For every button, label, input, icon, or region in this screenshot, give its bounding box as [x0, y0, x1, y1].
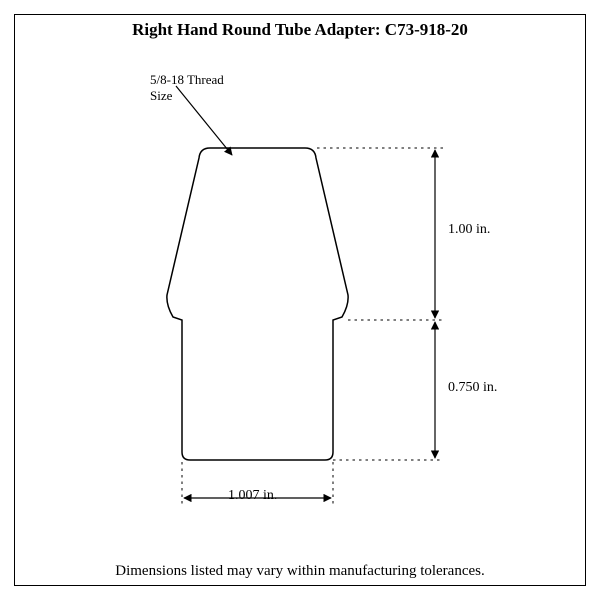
- dim-height-lower: 0.750 in.: [448, 380, 497, 396]
- dim-width: 1.007 in.: [228, 488, 277, 504]
- dim-height-upper: 1.00 in.: [448, 222, 490, 238]
- technical-drawing: [0, 0, 600, 600]
- footer-note: Dimensions listed may vary within manufa…: [0, 563, 600, 580]
